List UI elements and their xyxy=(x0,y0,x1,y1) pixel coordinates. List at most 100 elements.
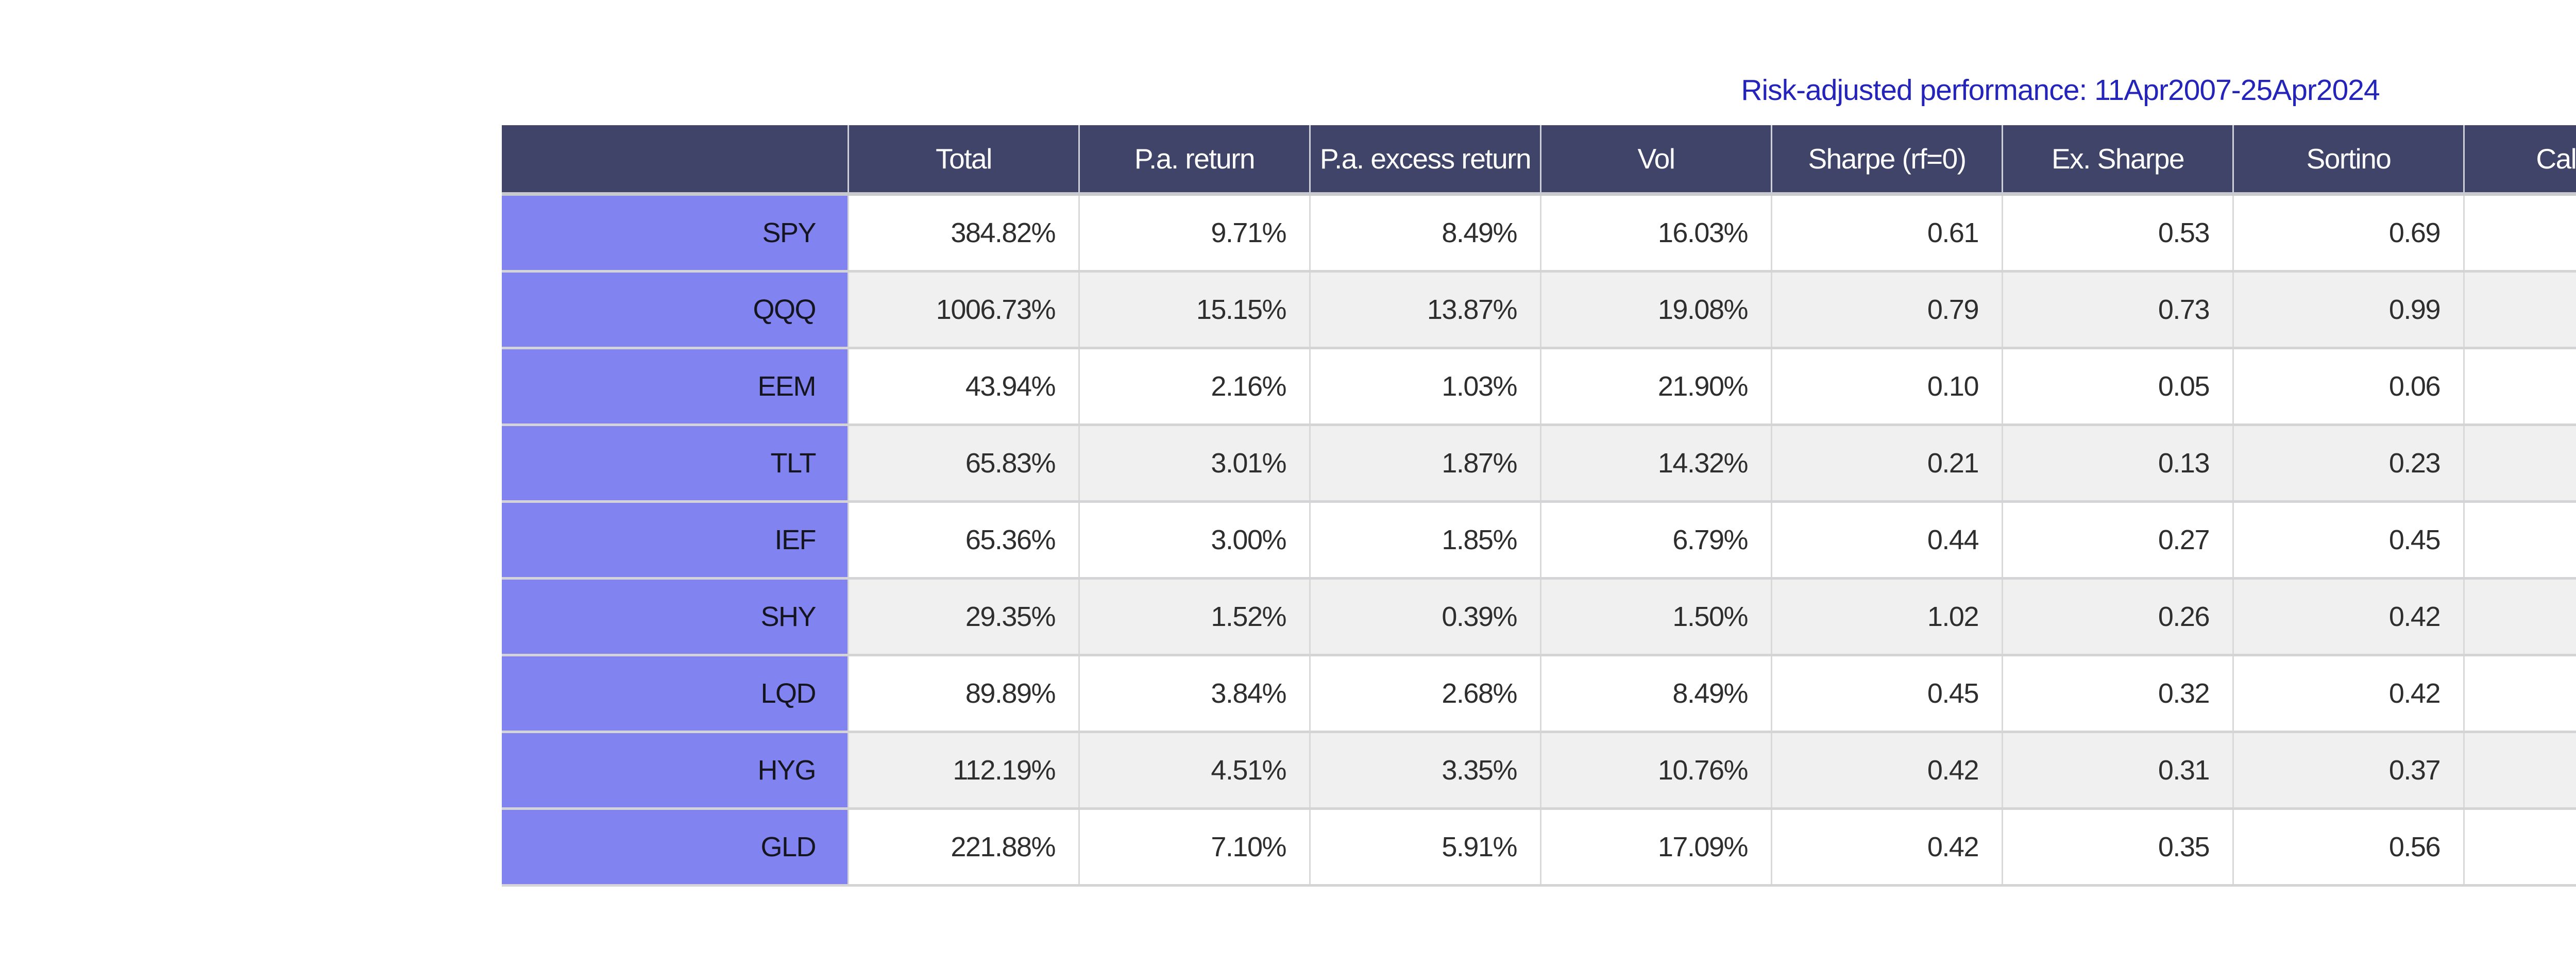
value-cell: 15.15% xyxy=(1080,273,1311,347)
table-row: EEM43.94%2.16%1.03%21.90%0.100.050.060.0… xyxy=(502,349,2576,426)
table-row: TLT65.83%3.01%1.87%14.32%0.210.130.230.0… xyxy=(502,426,2576,503)
value-cell: 0.23 xyxy=(2234,426,2465,500)
value-cell: 0.08 xyxy=(2465,503,2576,577)
column-header: Total xyxy=(849,125,1080,192)
ticker-cell: IEF xyxy=(502,503,849,577)
table-row: QQQ 1006.73% 15.15% 13.87% 19.08% 0.79 0.73 0.9… xyxy=(502,273,2576,349)
chart-title: Risk-adjusted performance: 11Apr2007-25A… xyxy=(1741,74,2380,107)
value-cell: 0.15 xyxy=(2465,196,2576,270)
value-cell: 0.44 xyxy=(1772,503,2003,577)
table-body: SPY384.82%9.71%8.49%16.03%0.610.530.690.… xyxy=(502,196,2576,887)
value-cell: 0.42 xyxy=(1772,733,2003,807)
value-cell: 19.08% xyxy=(1541,273,1772,347)
value-cell: 1.02 xyxy=(1772,580,2003,654)
table-row: SHY29.35%1.52%0.39%1.50%1.020.260.420.07… xyxy=(502,580,2576,656)
value-cell: 1.50% xyxy=(1541,580,1772,654)
value-cell: 3.01% xyxy=(1080,426,1311,500)
value-cell: 2.68% xyxy=(1311,656,1541,731)
ticker-cell: EEM xyxy=(502,349,849,423)
value-cell: 1.52% xyxy=(1080,580,1311,654)
value-cell: 0.35 xyxy=(2003,810,2234,884)
column-header: Sortino xyxy=(2234,125,2465,192)
table-row: GLD221.88%7.10%5.91%17.09%0.420.350.560.… xyxy=(502,810,2576,887)
column-header: Ex. Sharpe xyxy=(2003,125,2234,192)
value-cell: 0.69 xyxy=(2234,196,2465,270)
ticker-cell: QQQ xyxy=(502,273,849,347)
value-cell: 0.39% xyxy=(1311,580,1541,654)
value-cell: 0.06 xyxy=(2234,349,2465,423)
value-cell: 29.35% xyxy=(849,580,1080,654)
value-cell: 21.90% xyxy=(1541,349,1772,423)
value-cell: 0.10 xyxy=(1772,349,2003,423)
value-cell: 3.00% xyxy=(1080,503,1311,577)
ticker-cell: SHY xyxy=(502,580,849,654)
value-cell: 7.10% xyxy=(1080,810,1311,884)
value-cell: 6.79% xyxy=(1541,503,1772,577)
ticker-cell: GLD xyxy=(502,810,849,884)
column-header: P.a. return xyxy=(1080,125,1311,192)
value-cell: 0.79 xyxy=(1772,273,2003,347)
value-cell: 0.45 xyxy=(2234,503,2465,577)
value-cell: 0.31 xyxy=(2003,733,2234,807)
value-cell: 5.91% xyxy=(1311,810,1541,884)
column-header-blank xyxy=(502,125,849,192)
value-cell: 4.51% xyxy=(1080,733,1311,807)
column-header: Sharpe (rf=0) xyxy=(1772,125,2003,192)
value-cell: 1006.73% xyxy=(849,273,1080,347)
value-cell: 0.73 xyxy=(2003,273,2234,347)
value-cell: 0.99 xyxy=(2234,273,2465,347)
table-row: LQD89.89%3.84%2.68%8.49%0.450.320.420.11… xyxy=(502,656,2576,733)
value-cell: 0.42 xyxy=(2234,656,2465,731)
value-cell: 1.87% xyxy=(1311,426,1541,500)
value-cell: 384.82% xyxy=(849,196,1080,270)
value-cell: 0.42 xyxy=(2234,580,2465,654)
value-cell: 13.87% xyxy=(1311,273,1541,347)
ticker-cell: TLT xyxy=(502,426,849,500)
value-cell: 1.03% xyxy=(1311,349,1541,423)
column-header: P.a. excess return xyxy=(1311,125,1541,192)
value-cell: 0.53 xyxy=(2003,196,2234,270)
value-cell: 1.85% xyxy=(1311,503,1541,577)
value-cell: 0.42 xyxy=(1772,810,2003,884)
ticker-cell: SPY xyxy=(502,196,849,270)
value-cell: 0.07 xyxy=(2465,580,2576,654)
value-cell: 9.71% xyxy=(1080,196,1311,270)
value-cell: 0.56 xyxy=(2234,810,2465,884)
value-cell: 0.04 xyxy=(2465,426,2576,500)
value-cell: 0.26 xyxy=(2003,580,2234,654)
value-cell: 0.13 xyxy=(2003,426,2234,500)
value-cell: 10.76% xyxy=(1541,733,1772,807)
value-cell: 0.13 xyxy=(2465,810,2576,884)
value-cell: 65.36% xyxy=(849,503,1080,577)
value-cell: 65.83% xyxy=(849,426,1080,500)
value-cell: 14.32% xyxy=(1541,426,1772,500)
table-header-row: Total P.a. return P.a. excess return Vol Sha… xyxy=(502,125,2576,196)
value-cell: 8.49% xyxy=(1311,196,1541,270)
value-cell: 0.45 xyxy=(1772,656,2003,731)
value-cell: 43.94% xyxy=(849,349,1080,423)
value-cell: 0.27 xyxy=(2003,503,2234,577)
value-cell: 0.26 xyxy=(2465,273,2576,347)
column-header: Vol xyxy=(1541,125,1772,192)
value-cell: 0.37 xyxy=(2234,733,2465,807)
value-cell: 2.16% xyxy=(1080,349,1311,423)
table-row: HYG112.19%4.51%3.35%10.76%0.420.310.370.… xyxy=(502,733,2576,810)
value-cell: 112.19% xyxy=(849,733,1080,807)
table-row: SPY384.82%9.71%8.49%16.03%0.610.530.690.… xyxy=(502,196,2576,273)
value-cell: 3.35% xyxy=(1311,733,1541,807)
value-cell: 0.21 xyxy=(1772,426,2003,500)
value-cell: 8.49% xyxy=(1541,656,1772,731)
ticker-cell: LQD xyxy=(502,656,849,731)
value-cell: 0.10 xyxy=(2465,733,2576,807)
value-cell: 17.09% xyxy=(1541,810,1772,884)
ticker-cell: HYG xyxy=(502,733,849,807)
value-cell: 221.88% xyxy=(849,810,1080,884)
value-cell: 89.89% xyxy=(849,656,1080,731)
table-row: IEF65.36%3.00%1.85%6.79%0.440.270.450.08… xyxy=(502,503,2576,580)
column-header: Calmar xyxy=(2465,125,2576,192)
value-cell: 0.02 xyxy=(2465,349,2576,423)
value-cell: 3.84% xyxy=(1080,656,1311,731)
value-cell: 0.61 xyxy=(1772,196,2003,270)
value-cell: 0.11 xyxy=(2465,656,2576,731)
value-cell: 16.03% xyxy=(1541,196,1772,270)
